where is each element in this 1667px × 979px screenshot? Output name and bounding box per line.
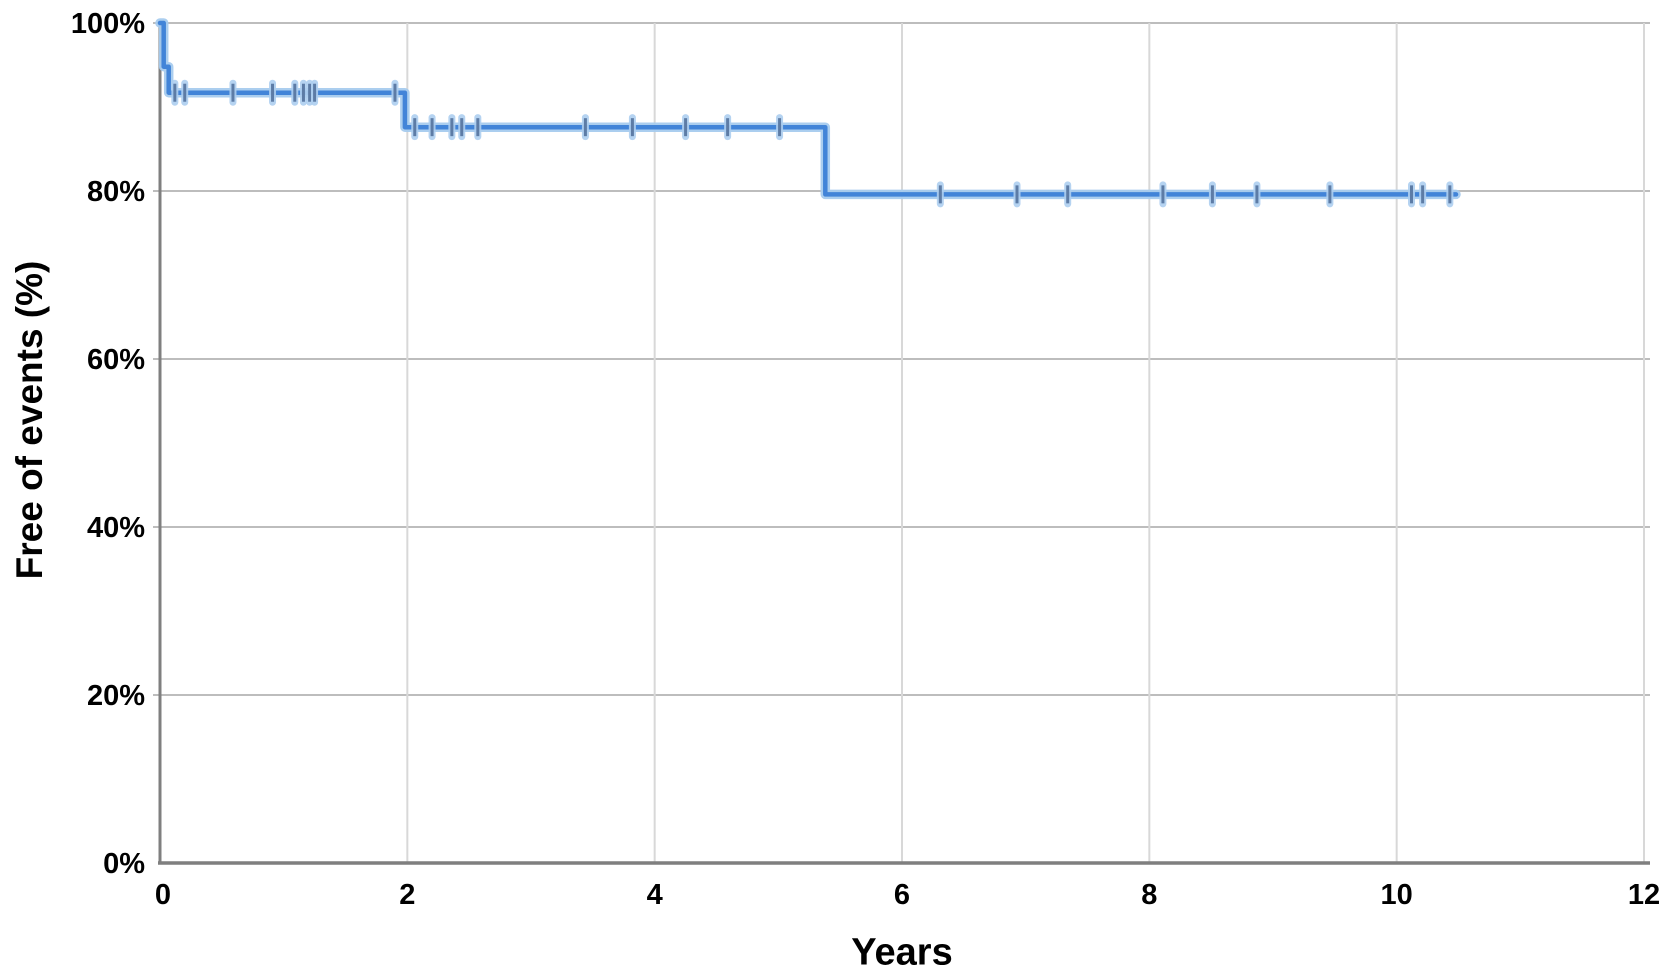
- survival-curve-halo: [155, 18, 1461, 200]
- x-tick-label: 8: [1141, 879, 1157, 911]
- x-tick-label: 4: [647, 879, 663, 911]
- x-tick-label: 12: [1628, 879, 1660, 911]
- x-axis-title: Years: [851, 931, 953, 974]
- x-tick-label: 10: [1381, 879, 1413, 911]
- y-tick-label: 80%: [87, 176, 145, 208]
- y-tick-label: 60%: [87, 344, 145, 376]
- x-tick-label: 6: [894, 879, 910, 911]
- survival-curve: [157, 20, 1459, 197]
- y-tick-label: 0%: [103, 848, 145, 880]
- x-tick-label: 0: [155, 879, 171, 911]
- y-tick-label: 100%: [71, 8, 145, 40]
- x-tick-label: 2: [399, 879, 415, 911]
- y-axis-title: Free of events (%): [9, 260, 50, 580]
- y-tick-label: 20%: [87, 680, 145, 712]
- y-tick-label: 40%: [87, 512, 145, 544]
